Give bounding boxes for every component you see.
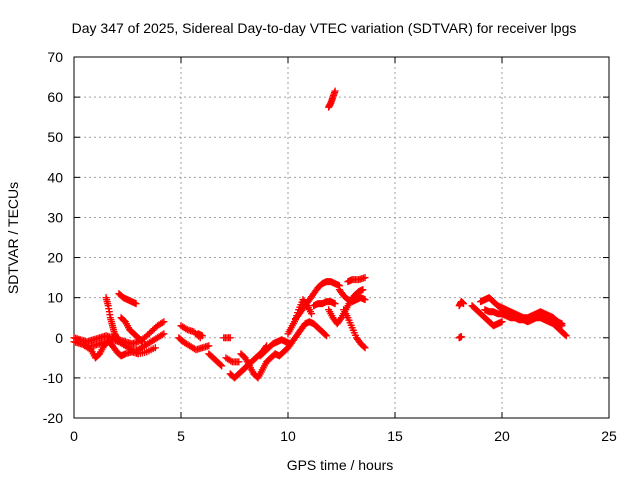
data-point: [138, 338, 146, 346]
x-axis-label: GPS time / hours: [287, 457, 394, 473]
series-trace-w: [344, 274, 369, 286]
data-point: [361, 344, 369, 352]
series-trace-i: [194, 330, 206, 340]
data-point: [302, 300, 310, 308]
series-trace-u: [335, 286, 369, 306]
series-trace-j: [205, 350, 226, 370]
x-tick-label: 15: [387, 428, 403, 444]
data-point: [218, 362, 226, 370]
data-point: [361, 296, 369, 304]
x-tick-label: 0: [70, 428, 78, 444]
series-trace-p: [271, 318, 331, 360]
x-tick-label: 25: [601, 428, 617, 444]
series-trace-y: [455, 298, 467, 310]
data-point: [331, 87, 339, 95]
data-point: [235, 358, 243, 366]
x-tick-label: 10: [280, 428, 296, 444]
series-trace-z: [455, 333, 465, 342]
y-tick-label: 50: [47, 129, 63, 145]
y-tick-label: 20: [47, 250, 63, 266]
data-point: [137, 337, 145, 345]
y-tick-label: 70: [47, 49, 63, 65]
data-point: [132, 300, 140, 308]
series-trace-c: [81, 338, 159, 362]
data-points: [70, 87, 570, 382]
series-trace-r: [290, 296, 316, 326]
data-point: [151, 344, 159, 352]
data-point: [198, 332, 206, 340]
data-point: [323, 332, 331, 340]
y-tick-label: -20: [43, 410, 63, 426]
y-tick-label: 0: [55, 330, 63, 346]
data-point: [361, 274, 369, 282]
data-point: [158, 331, 166, 339]
x-tick-label: 5: [177, 428, 185, 444]
data-point: [336, 315, 344, 323]
data-point: [217, 361, 225, 369]
series-trace-x: [325, 87, 339, 111]
series-trace-s: [310, 298, 339, 310]
data-point: [459, 300, 467, 308]
chart-title: Day 347 of 2025, Sidereal Day-to-day VTE…: [72, 20, 577, 36]
series-trace-ac: [481, 306, 570, 340]
data-point: [360, 343, 368, 351]
series-trace-d: [102, 294, 123, 346]
data-point: [558, 322, 566, 330]
data-point: [359, 286, 367, 294]
series-trace-o: [256, 336, 294, 360]
data-point: [227, 357, 235, 365]
data-point: [331, 300, 339, 308]
data-point: [205, 342, 213, 350]
y-tick-label: -10: [43, 370, 63, 386]
y-axis-label: SDTVAR / TECUs: [5, 182, 21, 294]
series-trace-n: [237, 350, 279, 382]
series-trace-ad: [537, 310, 566, 330]
data-point: [562, 332, 570, 340]
series-trace-t: [325, 286, 367, 328]
series-trace-k: [220, 334, 234, 342]
data-point: [321, 331, 329, 339]
data-point: [557, 321, 565, 329]
y-tick-label: 60: [47, 89, 63, 105]
data-point: [308, 310, 316, 318]
y-tick-label: 30: [47, 209, 63, 225]
grid: [74, 57, 609, 418]
data-point: [498, 318, 506, 326]
data-point: [158, 319, 166, 327]
data-point: [182, 325, 190, 333]
series-trace-h: [175, 334, 213, 354]
data-point: [226, 334, 234, 342]
series-trace-v: [340, 306, 369, 352]
data-point: [160, 318, 168, 326]
series-trace-aa: [468, 302, 506, 330]
data-point: [115, 338, 123, 346]
data-point: [457, 333, 465, 341]
x-tick-label: 20: [494, 428, 510, 444]
axis-ticks: 0 5 10 15 20 25 -20 -10 0 10 20 30 40 50 60 70: [43, 49, 617, 444]
y-tick-label: 40: [47, 169, 63, 185]
series-trace-f: [117, 314, 146, 346]
data-point: [160, 330, 168, 338]
plot-frame: [73, 56, 610, 419]
y-tick-label: 10: [47, 290, 63, 306]
series-trace-l: [222, 354, 243, 366]
series-trace-e: [115, 290, 140, 308]
data-point: [561, 331, 569, 339]
